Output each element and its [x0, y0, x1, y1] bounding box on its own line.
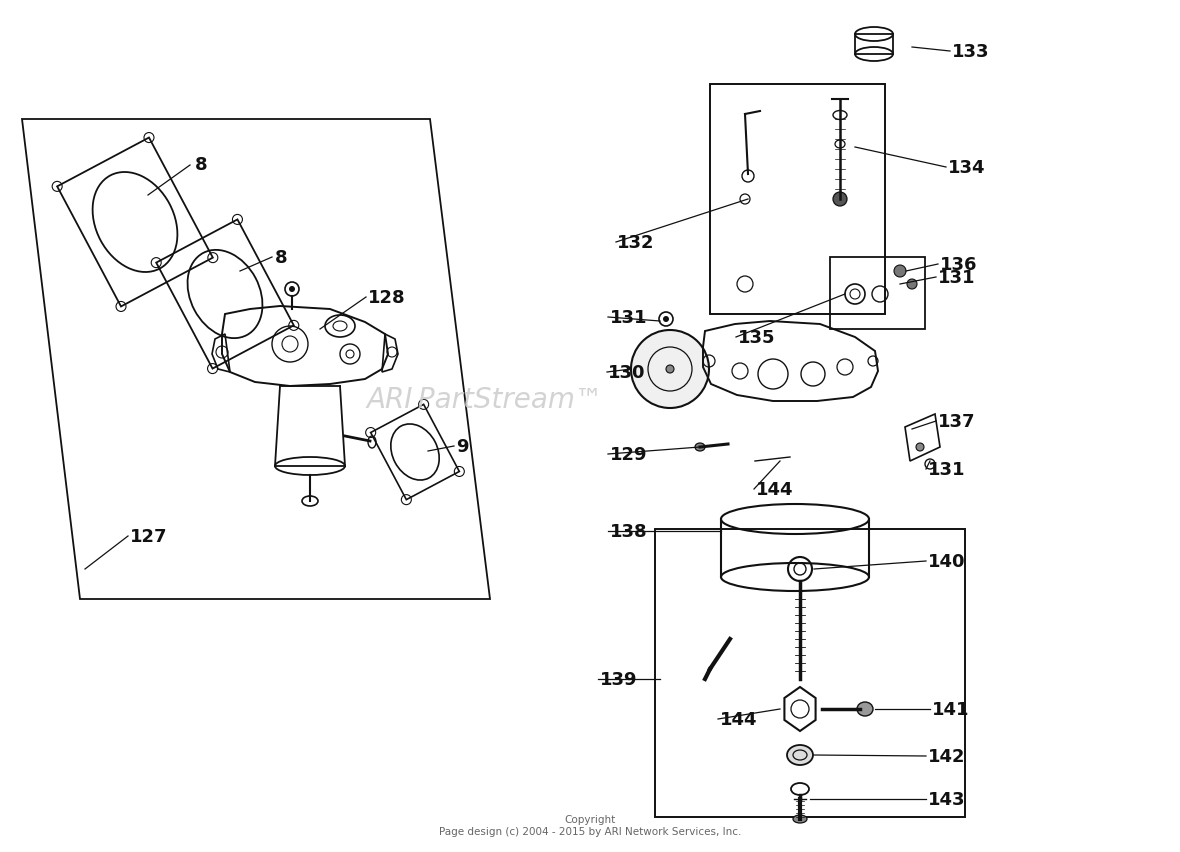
Ellipse shape: [793, 815, 807, 823]
Text: 8: 8: [195, 156, 208, 174]
Text: 141: 141: [932, 700, 970, 718]
Text: Copyright
Page design (c) 2004 - 2015 by ARI Network Services, Inc.: Copyright Page design (c) 2004 - 2015 by…: [439, 815, 741, 836]
Text: 127: 127: [130, 527, 168, 545]
Circle shape: [833, 193, 847, 207]
Text: 143: 143: [927, 790, 965, 808]
Text: 131: 131: [927, 460, 965, 479]
Text: 137: 137: [938, 412, 976, 430]
Text: 134: 134: [948, 158, 985, 177]
Bar: [655, 529, 965, 817]
Text: 8: 8: [275, 249, 288, 267]
Text: 135: 135: [738, 329, 775, 347]
Bar: [830, 257, 925, 330]
Text: 129: 129: [610, 446, 648, 463]
Text: 128: 128: [368, 289, 406, 307]
Ellipse shape: [857, 702, 873, 717]
Text: 130: 130: [608, 364, 645, 382]
Circle shape: [289, 286, 295, 292]
Text: 136: 136: [940, 256, 977, 273]
Text: 133: 133: [952, 43, 990, 61]
Text: 142: 142: [927, 747, 965, 765]
Circle shape: [916, 444, 924, 452]
Ellipse shape: [787, 746, 813, 765]
Bar: [710, 85, 885, 314]
Text: ARI PartStream™: ARI PartStream™: [367, 386, 603, 413]
Circle shape: [666, 366, 674, 373]
Circle shape: [894, 266, 906, 278]
Text: 144: 144: [720, 711, 758, 728]
Ellipse shape: [695, 444, 704, 452]
Text: 140: 140: [927, 552, 965, 570]
Circle shape: [663, 317, 669, 323]
Text: 131: 131: [938, 268, 976, 286]
Circle shape: [907, 279, 917, 290]
Bar: [856, 35, 893, 55]
Text: 139: 139: [599, 671, 637, 688]
Text: 132: 132: [617, 233, 655, 251]
Text: 131: 131: [610, 308, 648, 326]
Text: 138: 138: [610, 522, 648, 540]
Ellipse shape: [631, 331, 709, 408]
Text: 144: 144: [756, 481, 793, 498]
Text: 9: 9: [455, 437, 468, 456]
